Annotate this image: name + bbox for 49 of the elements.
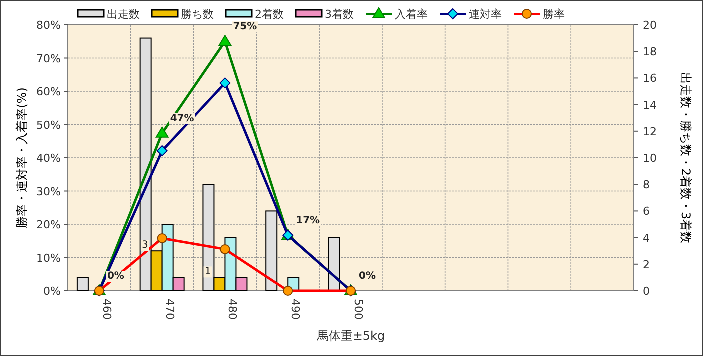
y-tick-label: 0% [44,285,61,298]
y2-tick-label: 4 [643,232,650,245]
y-tick-label: 80% [36,19,61,32]
x-tick-label: 470 [163,299,176,320]
bar [266,210,278,292]
point [218,35,232,46]
legend-label: 勝率 [543,8,565,21]
data-label: 17% [296,215,320,226]
y2-tick-label: 6 [643,205,650,218]
point [156,126,169,138]
point [220,78,231,89]
bar [328,237,340,292]
bar [76,277,89,292]
legend-label: 2着数 [255,8,284,21]
x-tick-label: 460 [100,299,114,320]
legend-label: 入着率 [395,8,428,21]
point [156,146,168,157]
y2-tick-label: 16 [643,72,657,86]
y-tick-label: 10% [36,252,61,265]
legend-label: 勝ち数 [181,8,214,21]
y2-axis-title: 出走数・勝ち数・2着数・3着数 [679,72,693,244]
y2-tick-label: 14 [643,98,657,112]
legend-label: 3着数 [325,8,354,21]
x-tick-label: 500 [352,299,365,320]
y-tick-label: 70% [36,52,61,66]
y2-tick-label: 12 [643,125,657,138]
y2-tick-label: 8 [643,178,650,192]
data-label: 75% [233,22,258,33]
y-tick-label: 60% [36,86,61,98]
data-label: 3 [142,240,148,252]
data-label: 0% [359,271,376,282]
y-tick-label: 20% [36,218,61,232]
data-label: 47% [170,113,194,124]
data-label: 1 [204,266,212,278]
y-tick-label: 50% [36,118,61,132]
x-axis-title: 馬体重±5kg [316,329,386,343]
y2-tick-label: 2 [643,258,650,272]
data-label: 0% [107,271,124,282]
y2-tick-label: 10 [643,152,657,165]
legend-label: 連対率 [469,8,502,21]
y2-tick-label: 18 [643,46,657,59]
x-tick-label: 480 [226,299,240,320]
y2-tick-label: 20 [643,19,657,32]
y2-tick-label: 0 [643,285,650,298]
y-axis-title: 勝率・連対率・入着率(%) [15,88,29,228]
x-tick-label: 490 [289,299,302,320]
legend-label: 出走数 [107,8,140,21]
y-tick-label: 30% [36,185,61,198]
y-tick-label: 40% [36,152,61,165]
